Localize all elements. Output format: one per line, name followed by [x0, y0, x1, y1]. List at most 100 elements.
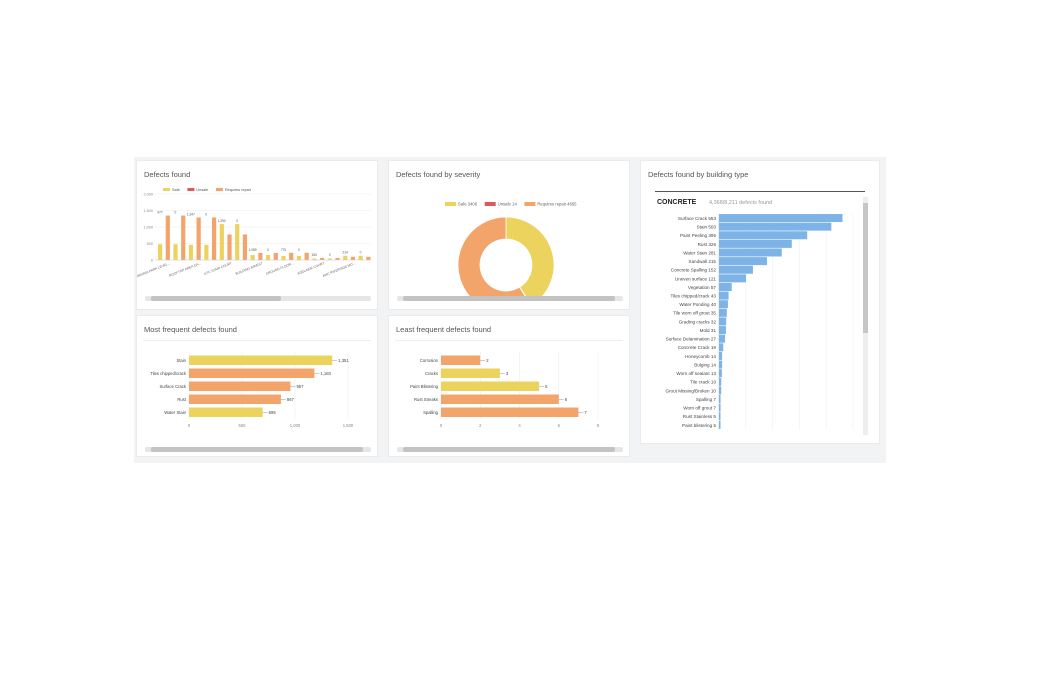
- data-label: 6: [565, 397, 568, 402]
- bar-label: Paint blistering 5: [682, 423, 716, 428]
- bar-label: Grading cracks 32: [679, 319, 717, 324]
- bar: [173, 244, 178, 260]
- bar: [719, 300, 728, 309]
- x-tick-label: 2: [479, 423, 482, 428]
- bar-label: Water Stain: [164, 410, 186, 415]
- bar: [211, 217, 217, 260]
- bar: [189, 355, 333, 365]
- x-tick-label: 0: [188, 423, 191, 428]
- bar-label: Worn off sealant 13: [676, 371, 716, 376]
- bar: [312, 258, 317, 260]
- bar: [719, 326, 726, 335]
- bar: [719, 343, 724, 352]
- bar: [719, 360, 723, 369]
- data-label: 957: [296, 384, 304, 389]
- bar: [189, 394, 281, 404]
- legend-label: Unsafe: [196, 188, 208, 192]
- scrollbar-thumb[interactable]: [403, 296, 615, 301]
- bar: [719, 214, 843, 223]
- bar: [319, 257, 325, 260]
- bar-label: Spalling: [423, 410, 439, 415]
- bar-label: Tile crack 10: [690, 380, 716, 385]
- bar: [719, 334, 726, 343]
- scrollbar-thumb[interactable]: [863, 203, 868, 333]
- scrollbar-thumb[interactable]: [151, 296, 281, 301]
- bar: [188, 244, 194, 260]
- horizontal-scrollbar[interactable]: [145, 296, 371, 301]
- bar-label: Spalling 7: [696, 397, 717, 402]
- data-label: 1,089: [249, 248, 257, 252]
- bar: [204, 244, 209, 260]
- bar: [196, 217, 201, 260]
- data-label: 1,347: [187, 212, 195, 216]
- building-type-name[interactable]: CONCRETE: [657, 199, 697, 206]
- legend-label: Unsafe 14: [498, 202, 518, 207]
- building-type-chart: Surface Crack 553 Stain 503 Paint Peeling …: [665, 214, 854, 430]
- divider: [143, 340, 371, 341]
- bar-label: Tiles chipped/crack 43: [670, 293, 716, 298]
- horizontal-scrollbar[interactable]: [397, 296, 623, 301]
- defects-found-chart: Safe Unsafe Requires repair 2,000 1,500 1,000…: [137, 188, 371, 279]
- x-tick-label: 1,000: [290, 423, 301, 428]
- bar: [158, 244, 163, 260]
- bar: [719, 231, 808, 240]
- bar: [250, 255, 255, 260]
- bar: [441, 368, 500, 378]
- bar: [719, 265, 753, 274]
- data-label: 1,290: [218, 219, 226, 223]
- horizontal-scrollbar[interactable]: [397, 447, 623, 452]
- data-label: 5: [545, 384, 548, 389]
- legend-label: Safe: [172, 188, 180, 192]
- bar-label: Honeycomb 14: [685, 354, 716, 359]
- bar-label: Water Stain 281: [683, 250, 716, 255]
- bar: [719, 369, 722, 378]
- data-label: 0: [175, 211, 177, 215]
- bar-label: Tiles chipped/crack: [150, 371, 187, 376]
- legend-swatch: [445, 202, 456, 206]
- bar: [281, 255, 286, 260]
- vertical-scrollbar[interactable]: [863, 197, 868, 435]
- defects-found-card: Defects found Safe Unsafe Requires repair 2…: [136, 160, 378, 310]
- scrollbar-thumb[interactable]: [403, 447, 615, 452]
- x-tick-label: KTC STAIR COURT: [204, 261, 233, 276]
- bar-label: Paint Peeling 395: [680, 233, 716, 238]
- bar: [165, 215, 170, 260]
- building-type-subtitle: 4,368/8,211 defects found: [709, 200, 773, 206]
- legend-swatch: [163, 188, 170, 191]
- data-label: 1,183: [320, 371, 331, 376]
- scrollbar-thumb[interactable]: [151, 447, 363, 452]
- bar-label: Concrete Spalling 152: [671, 268, 717, 273]
- bar: [719, 377, 722, 386]
- bar-label: Uneven surface 121: [675, 276, 717, 281]
- bar-label: Corrosion: [420, 358, 439, 363]
- bar-label: Rust 326: [698, 242, 717, 247]
- bar: [719, 386, 722, 395]
- data-label: 214: [342, 251, 348, 255]
- bar: [719, 291, 729, 300]
- y-tick-label: 500: [147, 242, 153, 246]
- bar: [343, 255, 348, 260]
- bar: [719, 239, 792, 248]
- bar-label: Grout Missing/Broken 10: [665, 388, 716, 393]
- horizontal-scrollbar[interactable]: [145, 447, 371, 452]
- bar-label: Rust Streaks: [414, 397, 438, 402]
- divider: [655, 191, 865, 192]
- y-tick-label: 1,500: [143, 209, 153, 213]
- bar: [350, 256, 356, 260]
- bar: [327, 258, 332, 260]
- bar: [719, 395, 721, 404]
- bar: [219, 224, 224, 260]
- building-type-card: Defects found by building type CONCRETE …: [640, 160, 880, 444]
- bar: [719, 257, 768, 266]
- data-label: 0: [267, 248, 269, 252]
- bar-label: Concrete Crack 19: [678, 345, 717, 350]
- bar: [235, 224, 240, 260]
- severity-chart: Safe 3406 Unsafe 14 Requires repair 4865: [445, 202, 577, 297]
- pie-slice: [505, 216, 555, 297]
- bar: [258, 252, 263, 260]
- card-title: Least frequent defects found: [396, 325, 492, 334]
- bar-label: Bulging 14: [694, 362, 716, 367]
- x-tick-label: 0: [440, 423, 443, 428]
- bar: [719, 308, 727, 317]
- x-tick-label: ADELAIDE COURT: [297, 261, 325, 276]
